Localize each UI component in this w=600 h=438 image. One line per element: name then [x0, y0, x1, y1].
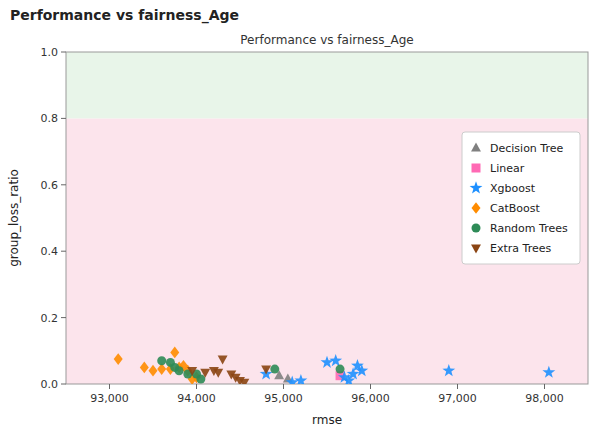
x-tick-label: 94,000	[177, 392, 216, 405]
point	[329, 354, 342, 366]
y-tick-label: 0.0	[41, 378, 59, 391]
legend-label: CatBoost	[490, 202, 540, 215]
y-tick-label: 0.8	[41, 112, 59, 125]
point	[261, 365, 271, 374]
point	[170, 347, 179, 359]
x-tick	[283, 384, 284, 389]
x-tick-label: 95,000	[264, 392, 303, 405]
series	[260, 354, 556, 384]
frame	[66, 52, 588, 384]
legend-label: Random Trees	[490, 222, 568, 235]
point	[140, 362, 149, 374]
legend-swatch	[471, 244, 481, 253]
legend-swatch	[470, 181, 483, 193]
point	[218, 356, 228, 365]
point	[336, 365, 345, 374]
series	[157, 356, 344, 383]
point	[157, 356, 166, 365]
plot-area	[66, 52, 588, 384]
legend-swatch	[472, 164, 481, 173]
x-tick	[109, 384, 110, 389]
x-tick	[457, 384, 458, 389]
point	[114, 353, 123, 365]
x-tick-label: 93,000	[90, 392, 129, 405]
legend: Decision Tree Linear Xgboost CatBoost Random…	[462, 132, 580, 264]
legend-label: Decision Tree	[490, 142, 563, 155]
y-tick	[61, 317, 66, 318]
y-tick	[61, 52, 66, 53]
band	[66, 52, 588, 118]
x-axis-label: rmse	[312, 413, 342, 427]
point	[213, 369, 223, 378]
series	[114, 347, 201, 384]
y-tick-label: 0.2	[41, 312, 59, 325]
chart: Performance vs fairness_AgePerformance v…	[0, 0, 600, 438]
legend-swatch	[472, 202, 481, 214]
title: Performance vs fairness_Age	[10, 7, 239, 24]
x-tick	[196, 384, 197, 389]
point	[321, 356, 334, 368]
legend-swatch	[472, 224, 481, 233]
x-tick-label: 98,000	[525, 392, 564, 405]
band	[66, 118, 588, 384]
y-tick	[61, 118, 66, 119]
point	[187, 367, 197, 376]
x-tick-label: 96,000	[351, 392, 390, 405]
legend-swatch	[471, 143, 481, 152]
legend-label: Extra Trees	[490, 242, 551, 255]
y-axis-label: group_loss_ratio	[7, 169, 21, 267]
point	[355, 364, 368, 376]
legend-box	[462, 132, 580, 264]
y-tick	[61, 251, 66, 252]
point	[542, 366, 555, 378]
point	[294, 374, 307, 384]
subtitle: Performance vs fairness_Age	[240, 33, 413, 47]
y-tick	[61, 384, 66, 385]
legend-label: Linear	[490, 162, 525, 175]
point	[149, 365, 158, 377]
y-tick-label: 0.4	[41, 245, 59, 258]
legend-label: Xgboost	[490, 182, 536, 195]
point	[270, 365, 279, 374]
point	[175, 366, 184, 375]
x-tick	[544, 384, 545, 389]
points	[114, 347, 556, 384]
x-tick	[370, 384, 371, 389]
point	[200, 369, 210, 378]
y-tick	[61, 184, 66, 185]
point	[442, 364, 455, 376]
series	[187, 356, 271, 385]
point	[239, 379, 249, 384]
y-tick-label: 1.0	[41, 46, 59, 59]
x-tick-label: 97,000	[438, 392, 477, 405]
y-tick-label: 0.6	[41, 179, 59, 192]
point	[196, 375, 205, 384]
